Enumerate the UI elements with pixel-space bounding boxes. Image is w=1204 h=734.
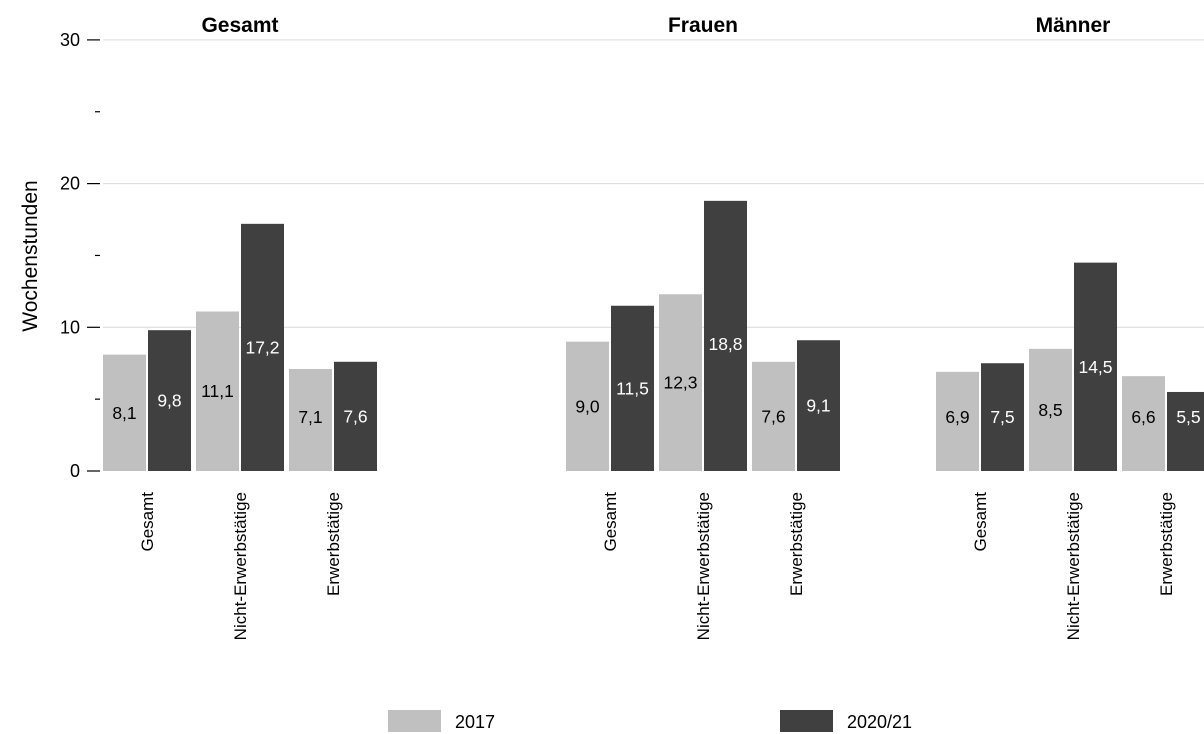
x-category-label: Gesamt <box>971 492 990 552</box>
bar-value-label: 11,1 <box>201 381 234 401</box>
bar <box>1029 348 1072 471</box>
x-category-label: Erwerbstätige <box>324 492 343 596</box>
bar-value-label: 7,1 <box>298 407 322 427</box>
x-category-label: Gesamt <box>138 492 157 552</box>
legend-label: 2020/21 <box>847 712 912 732</box>
bar-value-label: 5,5 <box>1176 407 1200 427</box>
bar <box>103 354 146 471</box>
bar <box>196 311 239 471</box>
bar <box>1074 262 1117 471</box>
bar-value-label: 14,5 <box>1078 357 1112 377</box>
bar-value-label: 7,6 <box>343 406 367 426</box>
bar <box>936 371 979 471</box>
bar-value-label: 17,2 <box>245 337 279 357</box>
y-tick-label: 0 <box>70 461 80 481</box>
bar-value-label: 18,8 <box>708 334 742 354</box>
x-category-labels: Gesamt Nicht-Erwerbstätige Erwerbstätige Ge… <box>138 492 1176 641</box>
legend: 2017 2020/21 <box>388 710 912 732</box>
y-tick-label: 20 <box>60 174 80 194</box>
panel-title: Gesamt <box>201 14 278 37</box>
bar-value-label: 8,1 <box>112 403 136 423</box>
y-tick-label: 10 <box>60 317 80 337</box>
bar-value-label: 7,6 <box>761 406 785 426</box>
bar <box>659 294 702 471</box>
bar <box>611 305 654 471</box>
bar-value-label: 9,1 <box>806 396 830 416</box>
y-axis: 0 10 20 30 Wochenstunden <box>19 30 100 481</box>
bar-value-label: 6,6 <box>1131 407 1155 427</box>
x-category-label: Nicht-Erwerbstätige <box>694 492 713 640</box>
legend-swatch <box>780 710 833 732</box>
bar <box>289 368 332 471</box>
bar-value-label: 12,3 <box>663 373 697 393</box>
legend-swatch <box>388 710 441 732</box>
bar <box>797 340 840 471</box>
bar-value-label: 9,0 <box>575 396 600 416</box>
x-category-label: Erwerbstätige <box>787 492 806 596</box>
bar <box>241 223 284 471</box>
bar-value-label: 7,5 <box>990 407 1014 427</box>
bar <box>1167 391 1204 471</box>
x-category-label: Nicht-Erwerbstätige <box>1064 492 1083 640</box>
bar <box>704 200 747 471</box>
x-category-label: Erwerbstätige <box>1157 492 1176 596</box>
y-tick-label: 30 <box>60 30 80 50</box>
x-category-label: Gesamt <box>601 492 620 552</box>
panel-title: Frauen <box>668 14 738 37</box>
bar <box>752 361 795 471</box>
bar <box>566 341 609 471</box>
bar-labels: 8,1 9,8 11,1 17,2 7,1 7,6 9,0 11,5 12,3 18,8 7,6 9,… <box>112 334 1200 427</box>
x-category-label: Nicht-Erwerbstätige <box>231 492 250 640</box>
panel-title: Männer <box>1036 14 1111 37</box>
bar <box>981 363 1024 471</box>
panel-titles: Gesamt Frauen Männer <box>201 14 1110 37</box>
bar-value-label: 6,9 <box>945 407 969 427</box>
bars <box>103 200 1204 471</box>
bar <box>334 361 377 471</box>
legend-label: 2017 <box>455 712 495 732</box>
bar-value-label: 9,8 <box>157 391 181 411</box>
bar <box>148 330 191 471</box>
bar-value-label: 8,5 <box>1038 400 1062 420</box>
bar-value-label: 11,5 <box>616 378 649 398</box>
y-axis-label: Wochenstunden <box>19 180 42 331</box>
bar <box>1122 376 1165 471</box>
